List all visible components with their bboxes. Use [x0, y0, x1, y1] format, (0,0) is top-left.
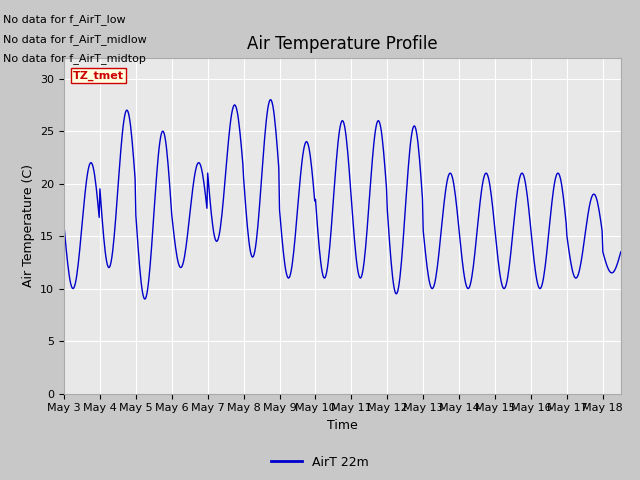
X-axis label: Time: Time	[327, 419, 358, 432]
Title: Air Temperature Profile: Air Temperature Profile	[247, 35, 438, 53]
Legend: AirT 22m: AirT 22m	[266, 451, 374, 474]
Text: No data for f_AirT_midtop: No data for f_AirT_midtop	[3, 53, 146, 64]
Text: No data for f_AirT_low: No data for f_AirT_low	[3, 14, 126, 25]
Text: TZ_tmet: TZ_tmet	[73, 71, 124, 81]
Text: No data for f_AirT_midlow: No data for f_AirT_midlow	[3, 34, 147, 45]
Y-axis label: Air Temperature (C): Air Temperature (C)	[22, 164, 35, 287]
